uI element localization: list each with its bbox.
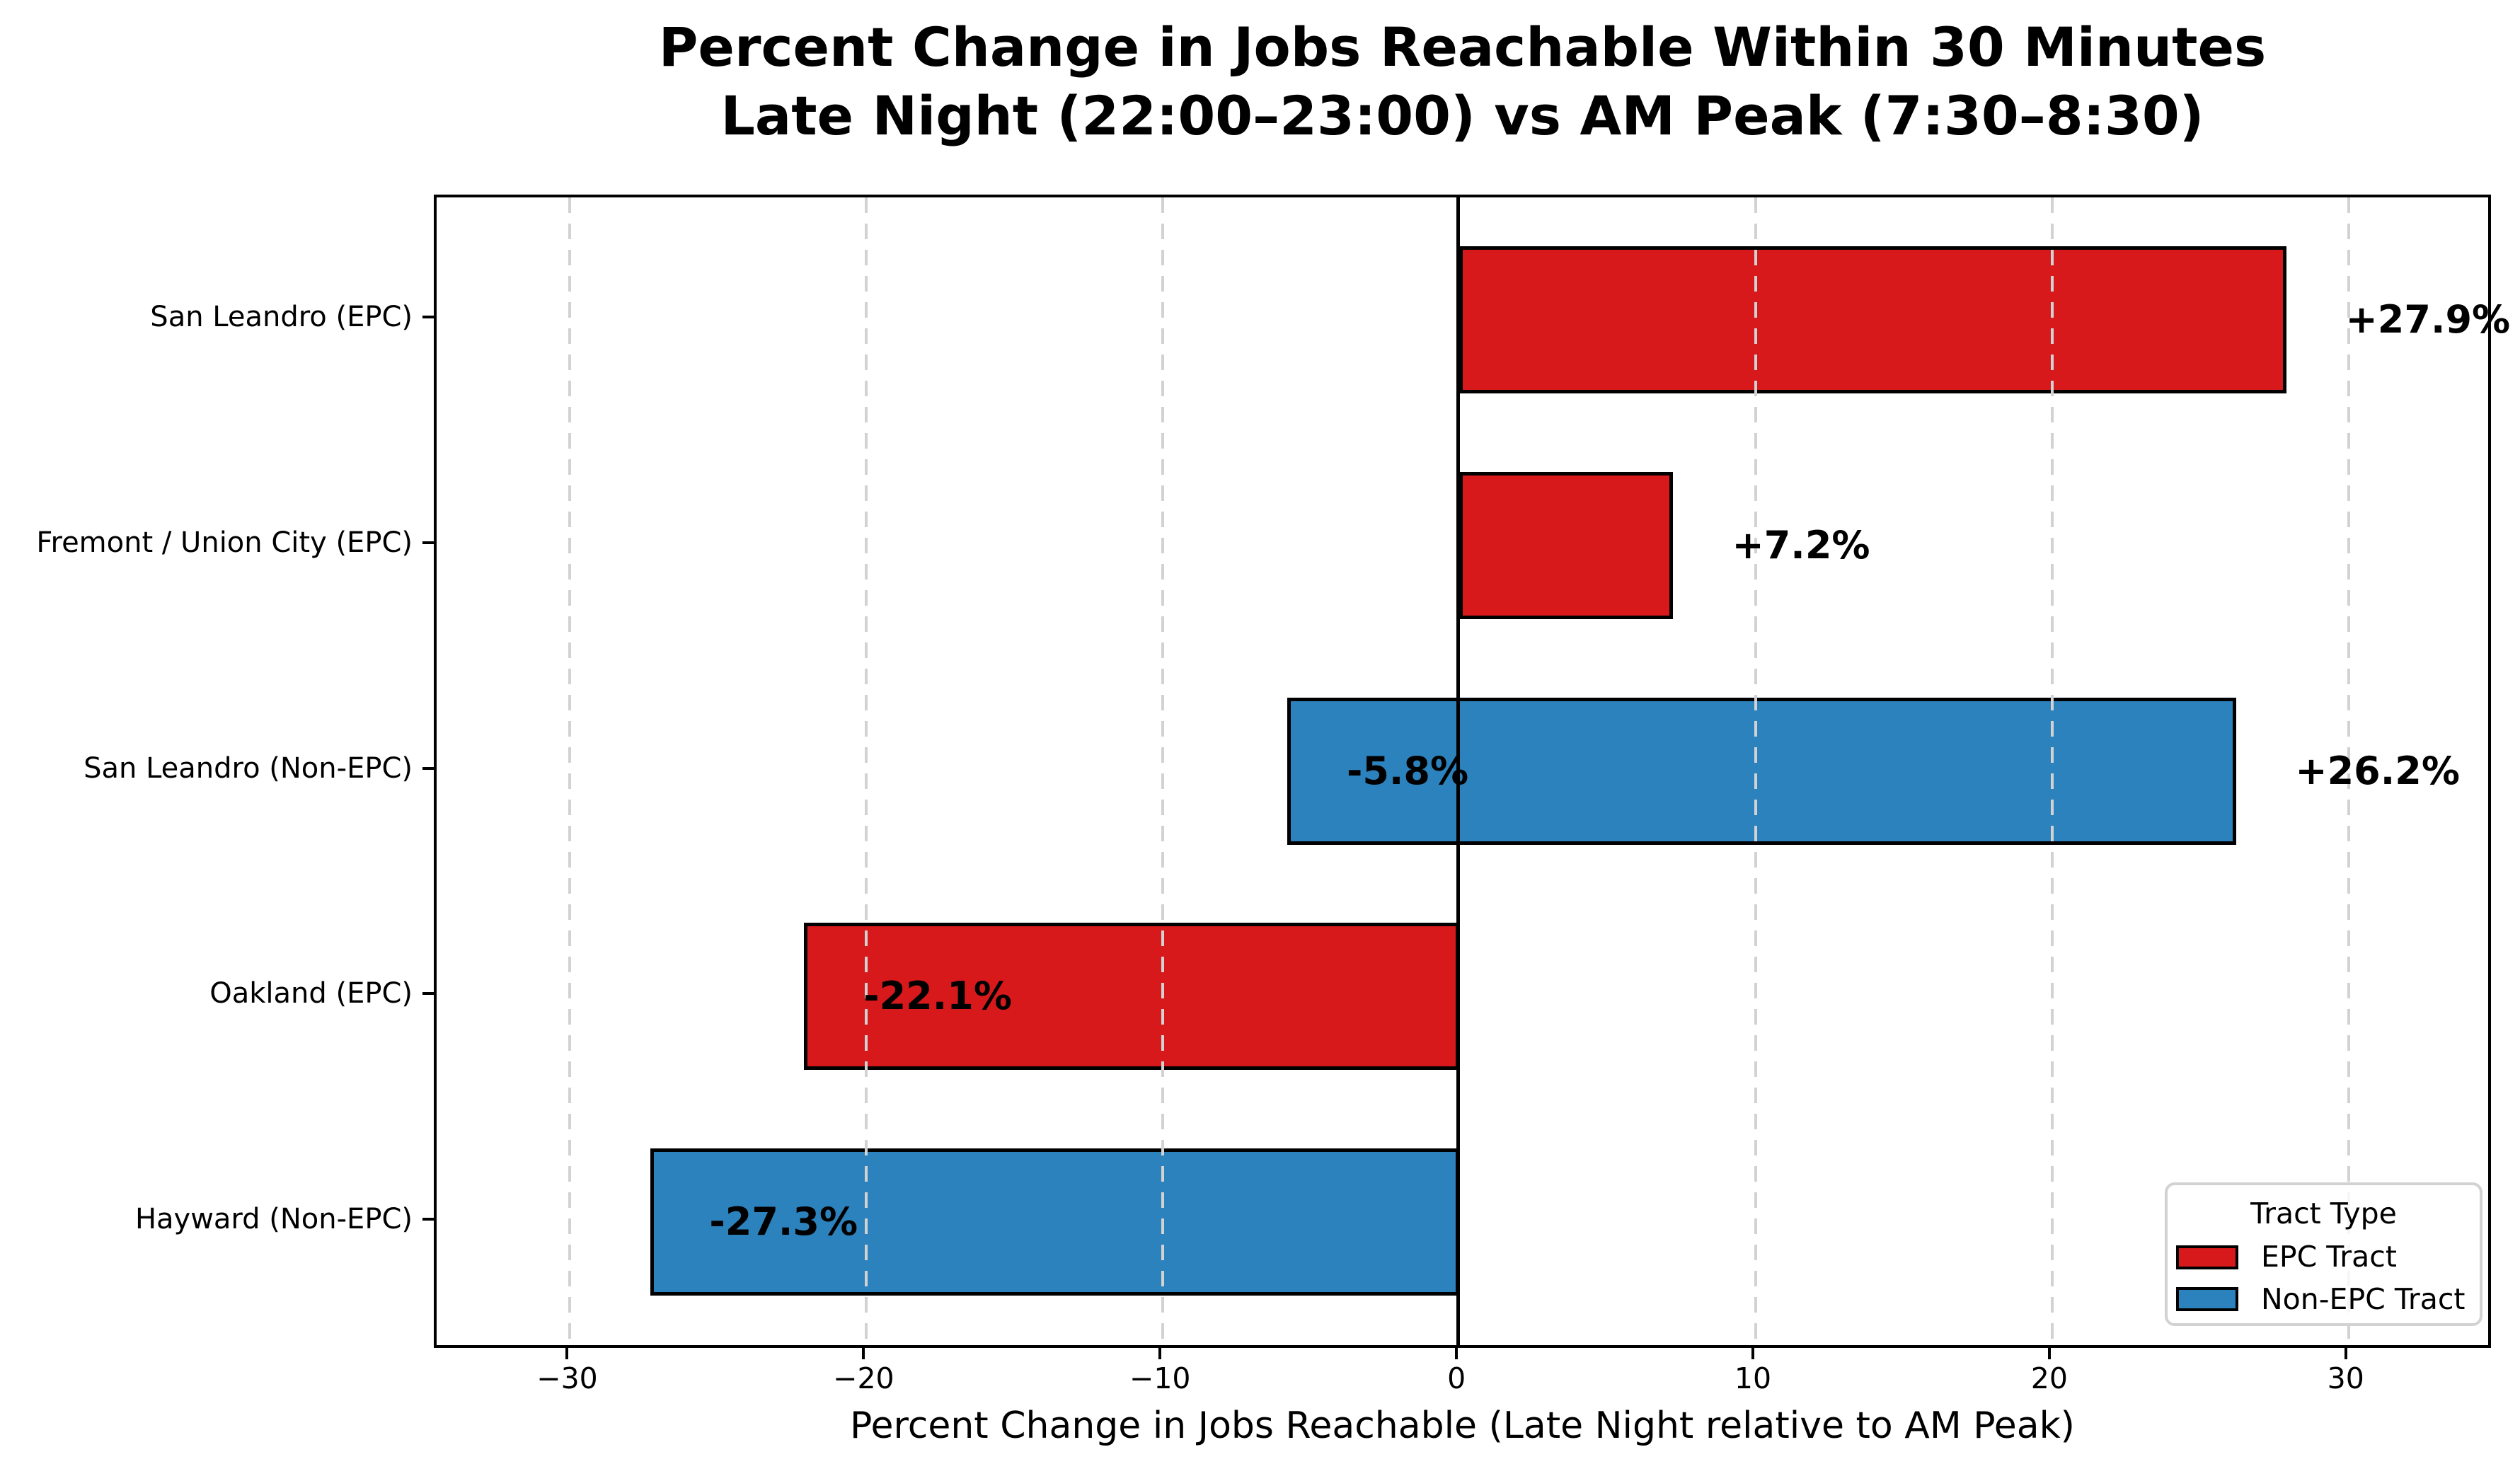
x-tick--20 xyxy=(862,1348,865,1359)
x-tick-0 xyxy=(1455,1348,1459,1359)
legend-swatch-epc-tract xyxy=(2176,1245,2238,1269)
y-tick-san-leandro-non-epc xyxy=(422,766,434,770)
y-axis-label-hayward-non-epc: Hayward (Non-EPC) xyxy=(134,1203,413,1235)
y-axis-label-san-leandro-non-epc: San Leandro (Non-EPC) xyxy=(84,751,413,785)
y-tick-fremont-union-city-epc xyxy=(422,541,434,544)
x-tick--30 xyxy=(565,1348,569,1359)
value-label-san-leandro-non-epc: -5.8% xyxy=(1346,748,1469,793)
gridline-30 xyxy=(2347,197,2350,1345)
x-tick-label-0: 0 xyxy=(1447,1361,1466,1395)
gridline-20 xyxy=(2050,197,2054,1345)
y-axis-label-san-leandro-epc: San Leandro (EPC) xyxy=(150,301,413,333)
y-tick-san-leandro-epc xyxy=(422,316,434,318)
value-label-oakland-epc: -22.1% xyxy=(863,974,1012,1019)
gridline-10 xyxy=(1754,197,1757,1345)
bar-fremont-union-city-epc xyxy=(1459,471,1673,619)
legend-title: Tract Type xyxy=(2250,1197,2397,1230)
x-tick-label--20: −20 xyxy=(833,1361,894,1395)
gridline--30 xyxy=(568,197,572,1345)
x-axis-title: Percent Change in Jobs Reachable (Late N… xyxy=(850,1405,2075,1447)
bar-hayward-non-epc xyxy=(650,1148,1460,1296)
value-label-san-leandro-epc: +27.9% xyxy=(2345,297,2511,342)
bar-san-leandro-epc xyxy=(1459,246,2286,393)
y-axis-label-fremont-union-city-epc: Fremont / Union City (EPC) xyxy=(36,526,413,559)
chart-title: Percent Change in Jobs Reachable Within … xyxy=(434,13,2491,150)
y-tick-oakland-epc xyxy=(422,992,434,996)
value-label-hayward-non-epc: -27.3% xyxy=(709,1199,858,1244)
legend: Tract Type EPC Tract Non-EPC Tract xyxy=(2165,1182,2482,1326)
legend-label-epc-tract: EPC Tract xyxy=(2261,1240,2397,1274)
x-tick-30 xyxy=(2344,1348,2347,1359)
x-tick-label-30: 30 xyxy=(2327,1361,2364,1395)
x-tick-label--10: −10 xyxy=(1129,1361,1191,1395)
y-axis-label-oakland-epc: Oakland (EPC) xyxy=(209,977,413,1010)
bar-oakland-epc xyxy=(804,923,1460,1071)
value-label-san-leandro-non-epc: +26.2% xyxy=(2295,748,2460,793)
chart-title-line1: Percent Change in Jobs Reachable Within … xyxy=(658,16,2267,79)
x-tick-label--30: −30 xyxy=(536,1361,598,1395)
x-tick-10 xyxy=(1751,1348,1754,1359)
gridline--10 xyxy=(1161,197,1165,1345)
value-label-fremont-union-city-epc: +7.2% xyxy=(1732,522,1870,567)
legend-label-non-epc-tract: Non-EPC Tract xyxy=(2261,1282,2466,1316)
chart-title-line2: Late Night (22:00–23:00) vs AM Peak (7:3… xyxy=(720,84,2204,147)
legend-swatch-non-epc-tract xyxy=(2176,1287,2238,1311)
zero-line xyxy=(1456,197,1461,1345)
x-tick--10 xyxy=(1158,1348,1162,1359)
x-tick-label-10: 10 xyxy=(1734,1361,1772,1395)
plot-area: +27.9% +7.2% -5.8% +26.2% -22.1% -27.3% Tract … xyxy=(434,195,2510,1348)
gridline--20 xyxy=(865,197,868,1345)
x-tick-20 xyxy=(2047,1348,2051,1359)
x-tick-label-20: 20 xyxy=(2030,1361,2068,1395)
y-tick-hayward-non-epc xyxy=(422,1218,434,1221)
bar-san-leandro-non-epc xyxy=(1287,697,2236,845)
